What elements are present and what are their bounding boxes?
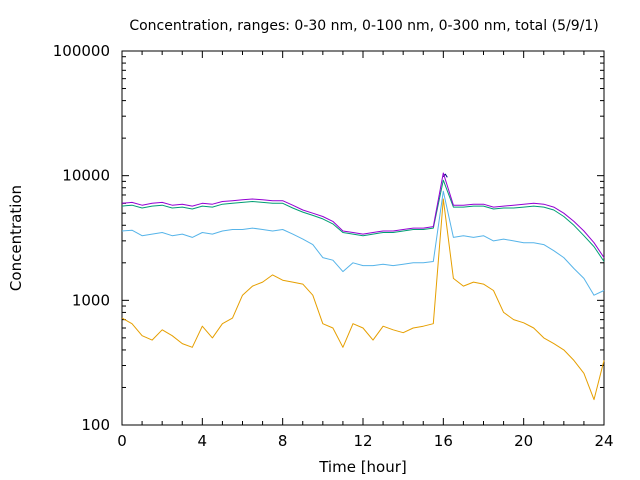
x-tick-label: 0: [117, 432, 127, 450]
plot-frame: [121, 50, 605, 426]
y-tick-label: 100: [81, 416, 110, 434]
y-tick-label: 1000: [72, 291, 110, 309]
x-tick-label: 12: [353, 432, 372, 450]
y-tick-label: 100000: [53, 42, 110, 60]
series-line-2: [121, 190, 605, 296]
chart-title: Concentration, ranges: 0-30 nm, 0-100 nm…: [129, 18, 598, 34]
series-layer: [121, 172, 605, 401]
x-tick-label: 24: [594, 432, 613, 450]
series-line-1: [121, 198, 605, 401]
x-tick-label: 16: [434, 432, 453, 450]
x-tick-label: 20: [514, 432, 533, 450]
series-line-3: [121, 179, 605, 262]
x-axis-title: Time [hour]: [318, 458, 407, 476]
x-tick-label: 8: [278, 432, 288, 450]
y-axis-title: Concentration: [7, 185, 25, 291]
x-tick-label: 4: [198, 432, 208, 450]
ticks-layer: 0 4 8 12 16 20 24 100 1000 10000 100000: [53, 42, 614, 450]
y-tick-label: 10000: [62, 167, 110, 185]
plot-area: 0 4 8 12 16 20 24 100 1000 10000 100000: [53, 42, 614, 450]
series-line-5: [121, 172, 605, 258]
